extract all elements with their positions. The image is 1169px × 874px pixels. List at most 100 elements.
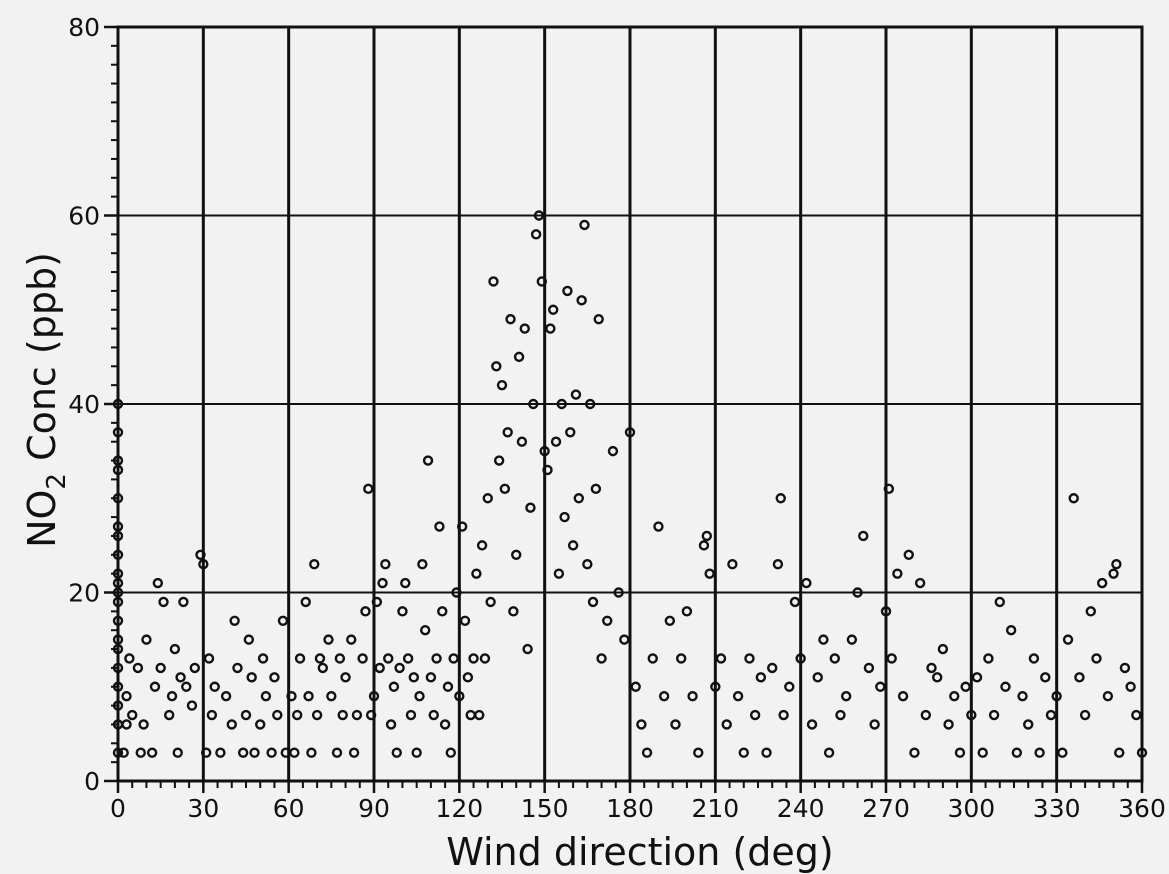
data-point: [522, 643, 533, 655]
data-point: [789, 596, 801, 608]
data-point: [658, 690, 670, 702]
data-point: [613, 587, 624, 598]
data-point: [573, 493, 584, 504]
data-point: [966, 709, 977, 721]
data-point: [1114, 747, 1125, 758]
data-point: [525, 502, 536, 513]
data-point: [698, 540, 710, 551]
data-point: [317, 662, 328, 674]
data-point: [852, 587, 863, 598]
data-point: [1111, 559, 1122, 570]
data-point: [892, 568, 903, 579]
data-point: [761, 747, 772, 758]
data-point: [530, 229, 542, 240]
data-point: [169, 643, 181, 655]
y-tick-label: 20: [68, 579, 100, 608]
x-tick-label: 240: [777, 794, 825, 823]
data-point: [215, 747, 226, 758]
x-axis-title: Wind direction (deg): [446, 830, 833, 874]
data-point: [584, 398, 596, 410]
data-point: [311, 709, 323, 721]
data-point: [775, 493, 786, 504]
data-point: [340, 672, 351, 683]
data-point: [943, 719, 954, 730]
data-point: [306, 747, 317, 758]
data-point: [277, 615, 289, 626]
data-point: [607, 445, 619, 457]
data-point: [272, 709, 283, 721]
data-point: [420, 625, 431, 636]
data-point: [875, 681, 886, 692]
data-point: [519, 323, 530, 334]
data-point: [835, 709, 846, 721]
data-point: [462, 672, 474, 683]
data-point: [198, 559, 209, 570]
x-tick-label: 150: [521, 794, 569, 823]
data-point: [152, 577, 164, 589]
x-tick-label: 90: [358, 794, 390, 823]
data-point: [846, 634, 858, 645]
data-point: [121, 690, 132, 702]
data-point: [465, 709, 476, 721]
data-point: [897, 690, 909, 702]
data-point: [545, 323, 556, 334]
data-point: [502, 427, 513, 438]
data-point: [417, 559, 428, 570]
data-point: [937, 643, 949, 655]
data-point: [482, 493, 493, 504]
data-point: [536, 276, 548, 287]
data-point: [630, 681, 641, 692]
data-point: [1074, 672, 1085, 683]
data-point: [365, 709, 377, 721]
data-point: [1068, 493, 1079, 504]
data-point: [454, 690, 465, 702]
data-point: [664, 615, 676, 626]
data-point: [795, 653, 806, 664]
data-point: [260, 690, 272, 702]
data-point: [257, 653, 269, 664]
data-point: [186, 700, 198, 711]
data-point: [710, 681, 721, 692]
data-point: [499, 483, 511, 495]
data-point: [371, 596, 383, 608]
data-point: [434, 521, 445, 532]
data-point: [422, 455, 434, 466]
data-point: [388, 681, 400, 692]
data-point: [681, 606, 693, 617]
data-point: [135, 747, 146, 758]
data-point: [166, 690, 178, 702]
x-tick-label: 60: [273, 794, 305, 823]
data-point: [932, 672, 943, 683]
data-point: [425, 672, 437, 683]
x-tick-label: 30: [187, 794, 219, 823]
data-point: [149, 681, 161, 692]
data-point: [1028, 653, 1040, 664]
data-point: [468, 653, 479, 664]
data-point: [1023, 719, 1034, 730]
y-tick-label: 80: [68, 13, 100, 42]
data-point: [309, 559, 320, 570]
data-point: [155, 662, 166, 674]
data-point: [508, 606, 519, 617]
data-point: [326, 690, 337, 702]
data-point: [394, 662, 405, 674]
data-point: [570, 389, 582, 400]
data-point: [357, 653, 368, 664]
data-point: [1091, 653, 1102, 664]
data-point: [496, 379, 508, 391]
y-axis-title-rest: Conc (ppb): [20, 252, 64, 473]
data-point: [289, 747, 300, 758]
data-point: [237, 747, 249, 758]
data-point: [647, 653, 658, 664]
data-point: [232, 662, 243, 674]
data-point: [402, 653, 414, 664]
data-point: [132, 662, 144, 674]
data-point: [653, 521, 664, 532]
data-point: [886, 653, 897, 664]
data-point: [439, 719, 451, 730]
gridlines: [118, 27, 1142, 781]
data-point: [926, 662, 937, 674]
data-point: [1079, 709, 1091, 721]
data-point: [1051, 690, 1062, 702]
data-point: [1062, 634, 1074, 645]
